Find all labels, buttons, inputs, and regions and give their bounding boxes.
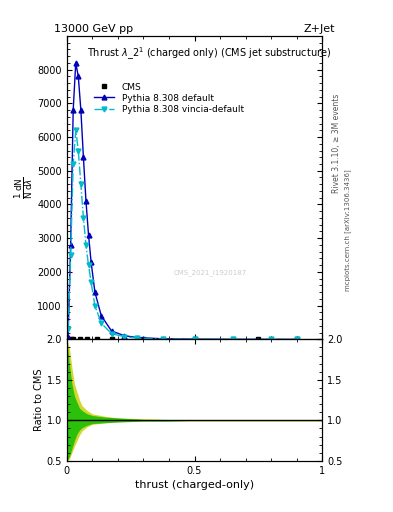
Text: 13000 GeV pp: 13000 GeV pp [54,24,133,34]
Text: Z+Jet: Z+Jet [303,24,335,34]
Text: Rivet 3.1.10, ≥ 3M events: Rivet 3.1.10, ≥ 3M events [332,94,341,193]
Text: mcplots.cern.ch [arXiv:1306.3436]: mcplots.cern.ch [arXiv:1306.3436] [344,169,351,291]
X-axis label: thrust (charged-only): thrust (charged-only) [135,480,254,490]
Text: CMS_2021_I1920187: CMS_2021_I1920187 [174,269,247,276]
Text: Thrust $\lambda$_2$^1$ (charged only) (CMS jet substructure): Thrust $\lambda$_2$^1$ (charged only) (C… [87,45,331,61]
Y-axis label: $\frac{1}{\mathrm{N}}\frac{\mathrm{d}\mathrm{N}}{\mathrm{d}\lambda}$: $\frac{1}{\mathrm{N}}\frac{\mathrm{d}\ma… [13,177,35,199]
Y-axis label: Ratio to CMS: Ratio to CMS [34,369,44,431]
Legend: CMS, Pythia 8.308 default, Pythia 8.308 vincia-default: CMS, Pythia 8.308 default, Pythia 8.308 … [92,80,246,117]
